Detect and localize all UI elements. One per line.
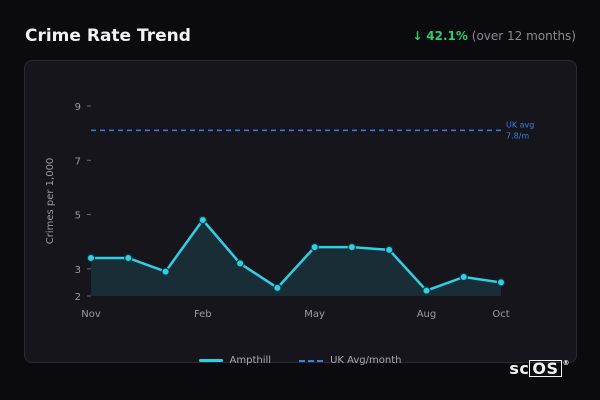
y-tick-label: 7 [75, 156, 81, 167]
series-area-ampthill [91, 220, 501, 296]
data-point-2 [161, 267, 170, 276]
trend-change: ↓ 42.1% (over 12 months) [412, 29, 576, 43]
data-point-7 [347, 242, 357, 252]
series-line-ampthill [91, 218, 502, 292]
data-point-11 [496, 278, 506, 287]
y-tick-label: 2 [75, 292, 81, 303]
y-tick-label: 5 [75, 211, 81, 222]
y-tick-label: 3 [75, 265, 81, 276]
legend-label-uk-avg: UK Avg/month [330, 355, 402, 366]
down-arrow-icon: ↓ [412, 29, 423, 43]
scos-logo: sc OS ® [509, 359, 570, 378]
data-point-5 [273, 283, 282, 293]
uk-average-value: 7.8/m [506, 131, 529, 140]
data-point-1 [124, 253, 133, 263]
legend-swatch-uk-avg [299, 359, 324, 362]
legend-label-ampthill: Ampthill [229, 355, 272, 366]
data-point-10 [459, 272, 468, 282]
x-tick-label: Nov [81, 309, 101, 320]
change-period: (over 12 months) [471, 29, 576, 43]
data-point-4 [235, 259, 245, 268]
chart-card [24, 60, 577, 363]
legend-swatch-ampthill [198, 359, 223, 362]
data-point-9 [422, 286, 431, 295]
x-tick-label: Oct [492, 309, 509, 320]
legend-item-uk-avg[interactable]: UK Avg/month [299, 355, 401, 366]
data-point-3 [198, 215, 208, 225]
data-point-8 [384, 245, 394, 255]
y-tick-label: 9 [75, 102, 81, 113]
x-tick-label: May [304, 309, 325, 320]
data-point-6 [310, 242, 319, 252]
x-tick-label: Feb [194, 309, 212, 320]
y-axis-label: Crimes per 1,000 [45, 158, 56, 245]
uk-average-label: UK avg [506, 120, 534, 129]
legend-item-ampthill[interactable]: Ampthill [198, 355, 272, 366]
page-title: Crime Rate Trend [25, 26, 191, 46]
data-point-0 [86, 253, 96, 263]
chart-legend: Ampthill UK Avg/month [0, 355, 600, 366]
change-percent: 42.1% [426, 29, 468, 43]
x-tick-label: Aug [417, 309, 437, 320]
